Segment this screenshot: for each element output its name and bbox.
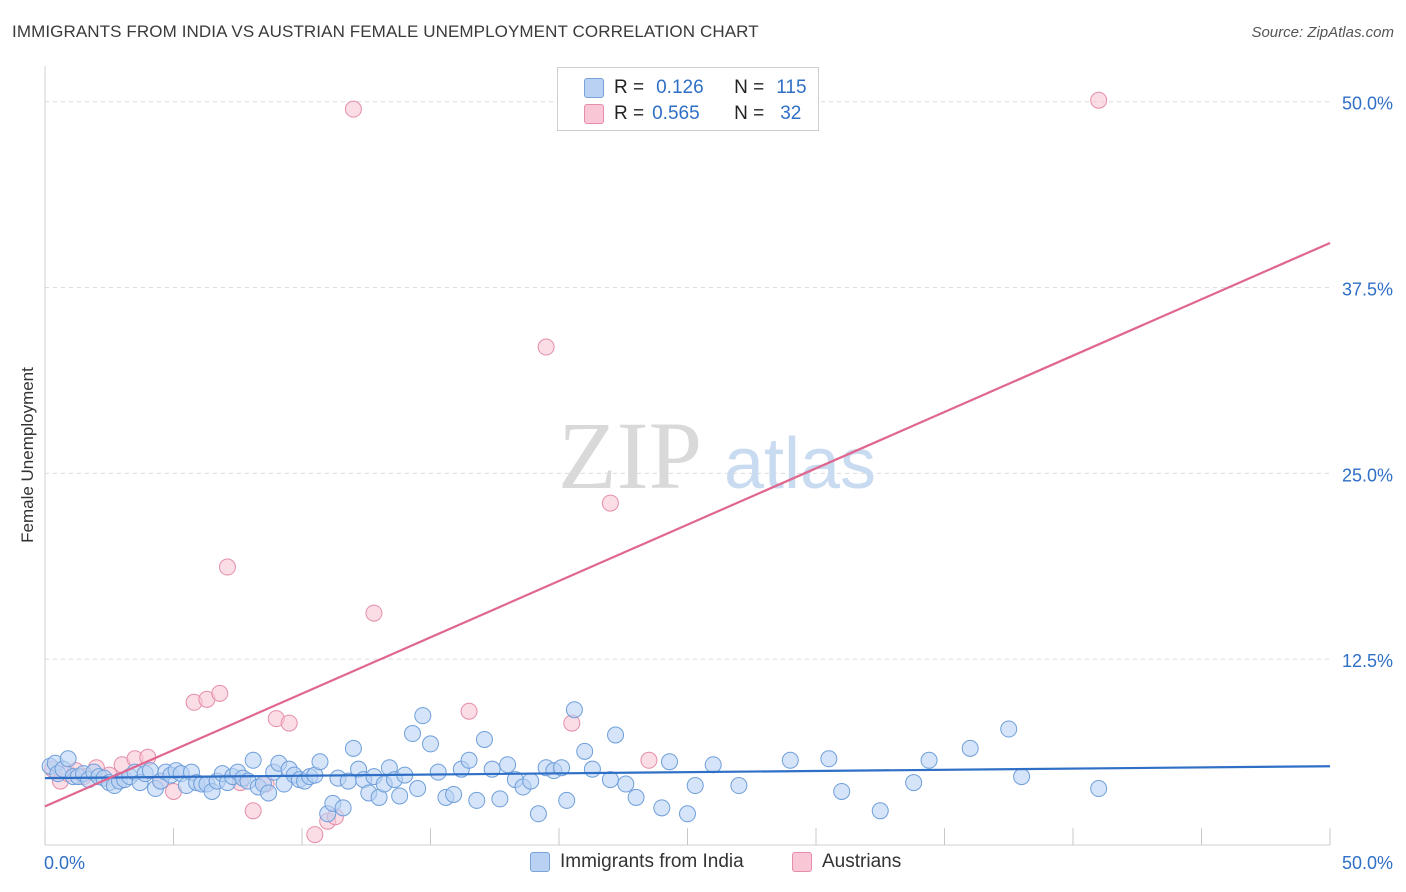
- legend-n-value: 115: [776, 77, 807, 98]
- tick-labels: 12.5% 25.0% 37.5% 50.0% 0.0% 50.0%: [44, 94, 1393, 873]
- data-point-india: [1000, 720, 1018, 738]
- data-point-india: [334, 799, 352, 817]
- data-point-india: [475, 730, 493, 748]
- trend-line-austrians: [44, 241, 1331, 808]
- data-point-india: [414, 707, 432, 725]
- data-point-india: [833, 782, 851, 800]
- chart-source: Source: ZipAtlas.com: [1251, 24, 1394, 41]
- bottom-legend-label-india: Immigrants from India: [560, 851, 744, 872]
- data-point-india: [460, 751, 478, 769]
- data-point-austrians: [1090, 91, 1108, 109]
- data-point-india: [617, 775, 635, 793]
- data-point-austrians: [280, 714, 298, 732]
- data-point-austrians: [460, 702, 478, 720]
- data-point-austrians: [211, 684, 229, 702]
- chart-title: IMMIGRANTS FROM INDIA VS AUSTRIAN FEMALE…: [12, 22, 759, 41]
- data-point-india: [260, 784, 278, 802]
- bottom-legend-swatch-india: [530, 852, 550, 872]
- legend-swatch-india: [584, 78, 604, 98]
- data-point-india: [499, 756, 517, 774]
- data-point-india: [871, 802, 889, 820]
- data-point-india: [730, 777, 748, 795]
- data-point-india: [607, 726, 625, 744]
- axes: [44, 66, 1331, 846]
- data-point-india: [491, 790, 509, 808]
- data-point-austrians: [244, 802, 262, 820]
- bottom-legend-india: Immigrants from India: [530, 851, 744, 873]
- x-tick-label: 0.0%: [44, 853, 85, 873]
- data-point-austrians: [344, 100, 362, 118]
- legend-n-label: N =: [734, 77, 765, 98]
- bottom-legend-label-austrians: Austrians: [822, 851, 902, 872]
- data-point-india: [244, 751, 262, 769]
- data-point-india: [391, 787, 409, 805]
- data-point-india: [820, 750, 838, 768]
- y-tick-label: 50.0%: [1342, 94, 1393, 114]
- legend-r-value: 0.565: [652, 103, 700, 124]
- data-point-india: [59, 750, 77, 768]
- data-point-india: [558, 791, 576, 809]
- data-point-india: [565, 701, 583, 719]
- legend-swatch-austrians: [584, 104, 604, 124]
- data-point-india: [311, 753, 329, 771]
- data-point-india: [429, 763, 447, 781]
- data-point-india: [522, 772, 540, 790]
- data-point-india: [905, 774, 923, 792]
- data-point-india: [627, 788, 645, 806]
- india-points: [41, 701, 1108, 823]
- correlation-legend: R = 0.126 N = 115 R = 0.565 N = 32: [557, 67, 819, 131]
- legend-r-label: R =: [614, 103, 645, 124]
- bottom-legend-swatch-austrians: [792, 852, 812, 872]
- data-point-austrians: [640, 751, 658, 769]
- data-point-austrians: [365, 604, 383, 622]
- data-point-india: [422, 735, 439, 753]
- legend-r-value: 0.126: [656, 77, 704, 98]
- gridlines: [45, 101, 1330, 660]
- y-tick-label: 37.5%: [1342, 280, 1393, 300]
- data-point-india: [1013, 768, 1031, 786]
- data-point-india: [704, 756, 722, 774]
- watermark-zip: ZIP: [558, 402, 702, 509]
- data-point-india: [576, 742, 594, 760]
- data-point-india: [1090, 780, 1108, 798]
- data-point-austrians: [306, 826, 324, 844]
- data-point-india: [781, 751, 799, 769]
- data-point-india: [404, 725, 422, 743]
- legend-row-india: R = 0.126 N = 115: [558, 75, 807, 101]
- data-point-india: [445, 785, 463, 803]
- data-point-india: [468, 791, 486, 809]
- legend-r-label: R =: [614, 77, 645, 98]
- data-point-india: [686, 777, 704, 795]
- legend-n-label: N =: [734, 103, 765, 124]
- data-point-india: [920, 751, 938, 769]
- trend-lines: [44, 241, 1331, 808]
- data-point-india: [601, 771, 619, 789]
- trend-line-india: [44, 765, 1331, 780]
- x-tick-label: 50.0%: [1342, 853, 1393, 873]
- data-point-india: [679, 805, 696, 823]
- data-point-austrians: [537, 338, 555, 356]
- data-point-india: [409, 780, 427, 798]
- data-point-india: [653, 799, 671, 817]
- data-point-india: [661, 753, 679, 771]
- data-point-austrians: [218, 558, 236, 576]
- data-point-india: [961, 739, 979, 757]
- legend-n-value: 32: [780, 103, 802, 124]
- data-point-india: [344, 739, 362, 757]
- data-point-india: [583, 760, 601, 778]
- bottom-legend-austrians: Austrians: [792, 851, 901, 873]
- legend-row-austrians: R = 0.565 N = 32: [558, 101, 801, 127]
- data-point-austrians: [601, 494, 619, 512]
- y-axis-label: Female Unemployment: [18, 367, 37, 543]
- data-point-india: [529, 805, 547, 823]
- y-tick-label: 25.0%: [1342, 465, 1393, 485]
- y-tick-label: 12.5%: [1342, 651, 1393, 671]
- data-point-india: [553, 759, 571, 777]
- watermark-atlas: atlas: [724, 424, 876, 504]
